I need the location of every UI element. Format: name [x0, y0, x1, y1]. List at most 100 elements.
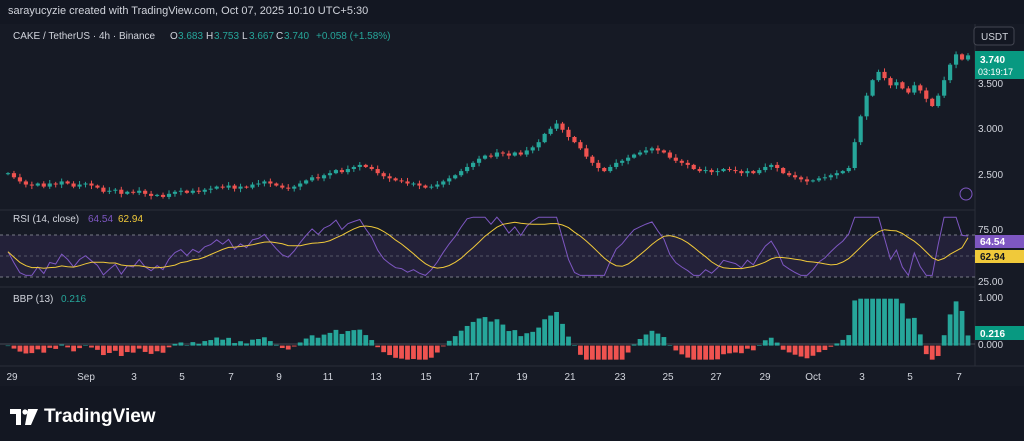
candle[interactable]: [351, 166, 356, 170]
candle[interactable]: [363, 164, 368, 167]
candle[interactable]: [23, 181, 28, 185]
candle[interactable]: [47, 183, 52, 187]
candle[interactable]: [89, 183, 94, 186]
candle[interactable]: [310, 177, 315, 181]
candle[interactable]: [530, 147, 535, 151]
candle[interactable]: [608, 166, 613, 172]
candle[interactable]: [35, 183, 40, 186]
candle[interactable]: [953, 54, 959, 65]
candle[interactable]: [71, 183, 76, 187]
candle[interactable]: [781, 168, 786, 174]
candle[interactable]: [232, 185, 237, 189]
candle[interactable]: [387, 176, 392, 179]
candle[interactable]: [375, 169, 380, 174]
candle[interactable]: [691, 164, 696, 170]
candle[interactable]: [852, 142, 857, 168]
candle[interactable]: [429, 186, 434, 188]
candle[interactable]: [542, 133, 547, 143]
candle[interactable]: [572, 137, 577, 143]
candle[interactable]: [41, 183, 46, 187]
candle[interactable]: [792, 175, 798, 178]
candle[interactable]: [697, 169, 702, 172]
candle[interactable]: [357, 164, 362, 167]
candle[interactable]: [369, 166, 374, 170]
candle[interactable]: [11, 173, 17, 178]
candle[interactable]: [822, 177, 827, 179]
candle[interactable]: [727, 169, 732, 171]
candle[interactable]: [536, 142, 541, 148]
candle[interactable]: [459, 171, 464, 176]
candle[interactable]: [321, 175, 327, 179]
candle[interactable]: [405, 181, 410, 184]
candle[interactable]: [143, 190, 148, 194]
candle[interactable]: [739, 171, 744, 174]
candle[interactable]: [763, 166, 768, 171]
candle[interactable]: [828, 175, 833, 178]
candle[interactable]: [864, 95, 869, 117]
candle[interactable]: [942, 80, 947, 96]
candle[interactable]: [524, 150, 529, 155]
candle[interactable]: [149, 193, 154, 196]
candle[interactable]: [95, 185, 100, 188]
candle[interactable]: [411, 183, 416, 185]
candle[interactable]: [834, 173, 839, 176]
candle[interactable]: [208, 188, 213, 190]
candle[interactable]: [816, 178, 822, 181]
candle[interactable]: [560, 123, 565, 130]
chart-svg[interactable]: CAKE / TetherUS · 4h · Binance O 3.683 H…: [0, 24, 1024, 386]
rsi-ma-line[interactable]: [7, 221, 969, 270]
candle[interactable]: [441, 181, 446, 185]
candle[interactable]: [399, 180, 404, 182]
candle[interactable]: [292, 186, 297, 189]
time-axis[interactable]: 29 Sep 3 5 7 9 11 13 15 17 19 21 23 25 27 29 Oct 3 5 7: [6, 372, 962, 383]
candle[interactable]: [643, 150, 649, 153]
candle[interactable]: [482, 155, 488, 159]
candle[interactable]: [804, 179, 810, 182]
bbp-histogram[interactable]: [5, 298, 971, 360]
candle[interactable]: [417, 183, 422, 186]
candle[interactable]: [196, 190, 201, 192]
candle[interactable]: [506, 153, 511, 156]
candle[interactable]: [566, 129, 571, 137]
candle[interactable]: [596, 162, 601, 168]
candle[interactable]: [769, 164, 774, 167]
candle[interactable]: [381, 173, 386, 177]
candle[interactable]: [244, 186, 249, 188]
candle[interactable]: [930, 98, 935, 106]
candle[interactable]: [858, 116, 863, 143]
candle[interactable]: [757, 170, 762, 174]
candle[interactable]: [810, 180, 816, 182]
candle[interactable]: [125, 191, 130, 194]
candle[interactable]: [226, 185, 231, 188]
candle[interactable]: [500, 152, 505, 154]
symbol-label[interactable]: CAKE / TetherUS · 4h · Binance: [13, 31, 156, 42]
candlestick-series[interactable]: [5, 51, 971, 200]
candle[interactable]: [798, 177, 804, 180]
candle[interactable]: [59, 181, 64, 185]
candle[interactable]: [107, 190, 112, 192]
candle[interactable]: [733, 170, 738, 172]
candle[interactable]: [578, 142, 583, 149]
candle[interactable]: [53, 183, 58, 185]
candle[interactable]: [488, 155, 494, 157]
candle[interactable]: [423, 185, 428, 188]
candle[interactable]: [280, 185, 285, 188]
candle[interactable]: [584, 148, 589, 157]
candle[interactable]: [101, 187, 106, 192]
candle[interactable]: [5, 173, 11, 175]
candle[interactable]: [936, 95, 941, 106]
candle[interactable]: [274, 183, 279, 186]
candle[interactable]: [471, 162, 476, 167]
candle[interactable]: [959, 54, 965, 60]
candle[interactable]: [184, 190, 189, 193]
candle[interactable]: [745, 171, 750, 174]
candle[interactable]: [286, 187, 291, 189]
rsi-series[interactable]: [7, 216, 969, 277]
candle[interactable]: [137, 190, 142, 193]
candle[interactable]: [614, 162, 619, 167]
candle[interactable]: [721, 169, 726, 172]
candle[interactable]: [840, 171, 845, 174]
rsi-title[interactable]: RSI (14, close): [13, 214, 79, 225]
candle[interactable]: [494, 152, 500, 157]
candle[interactable]: [178, 190, 184, 192]
